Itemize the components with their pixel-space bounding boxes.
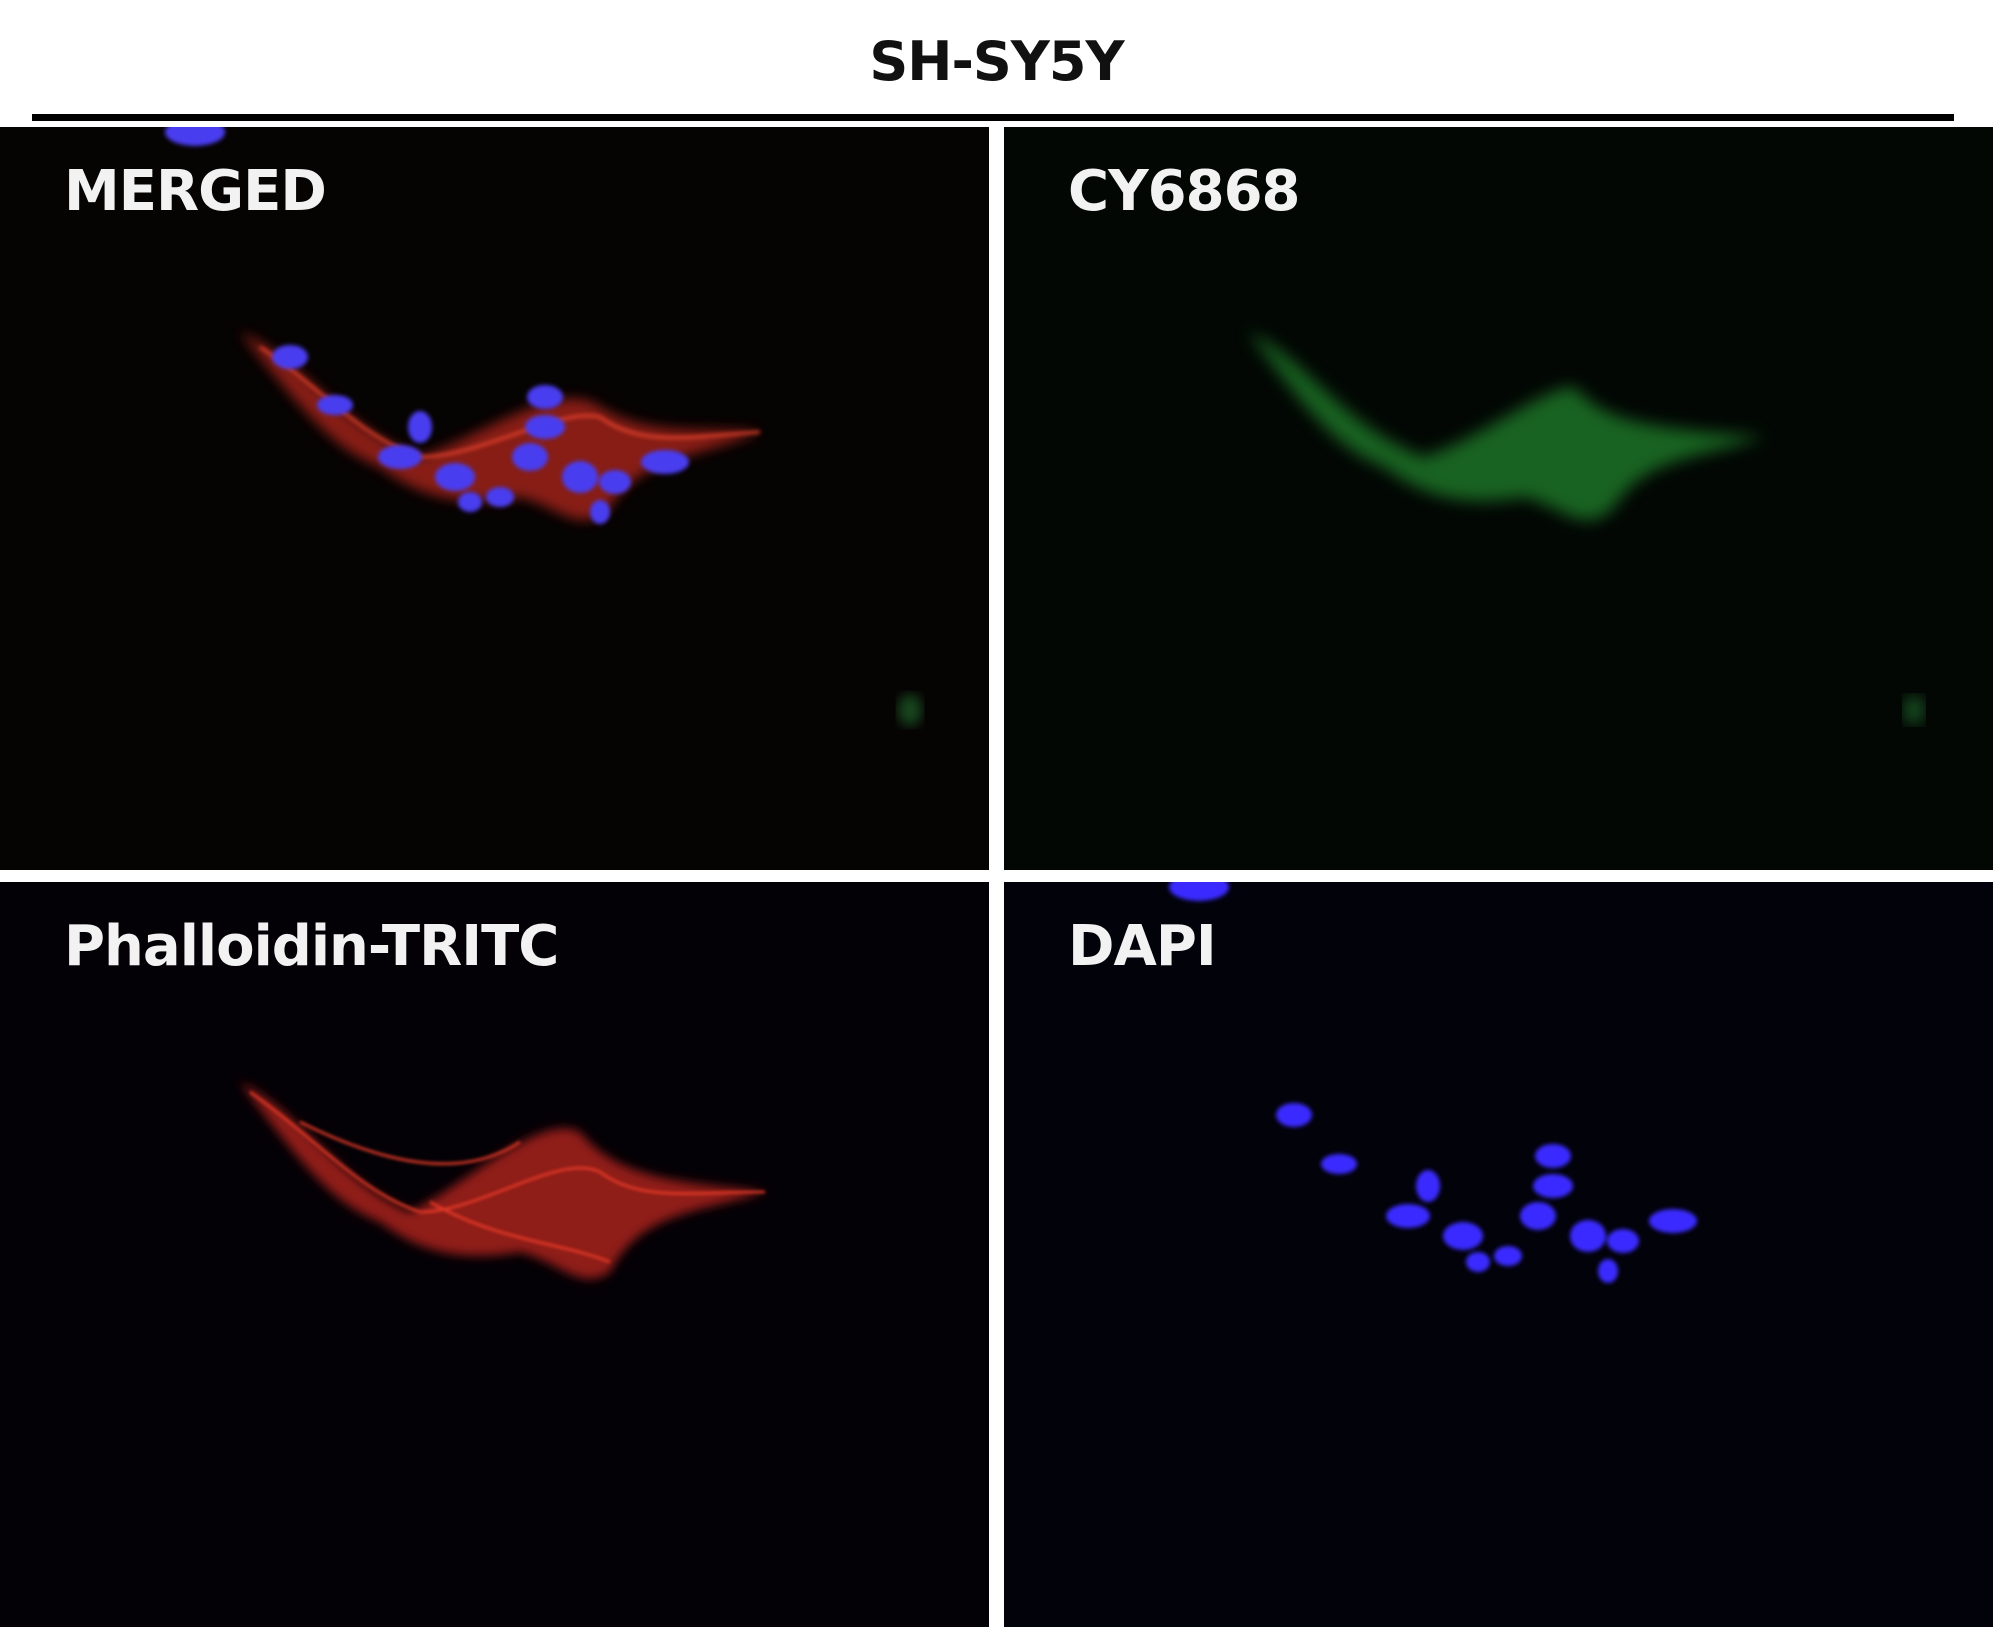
figure-title: SH-SY5Y: [869, 30, 1124, 93]
merged-micrograph: [165, 127, 922, 726]
panel-label: MERGED: [64, 159, 327, 224]
panel-phalloidin: Phalloidin-TRITC: [0, 882, 989, 1627]
panel-label: CY6868: [1068, 159, 1301, 224]
nuclei: [165, 127, 689, 524]
red-actin-signal: [240, 1082, 765, 1279]
green-micrograph: [1249, 332, 1924, 724]
red-micrograph: [240, 1082, 766, 1279]
panel-cy6868: CY6868: [1004, 127, 1993, 870]
actin-fibers: [249, 1090, 766, 1264]
title-underline: [32, 114, 1954, 121]
panel-merged: MERGED: [0, 127, 989, 870]
blue-micrograph: [1169, 882, 1697, 1283]
panel-label: DAPI: [1068, 914, 1217, 979]
green-signal: [1249, 332, 1764, 520]
panel-label: Phalloidin-TRITC: [64, 914, 559, 979]
panel-dapi: DAPI: [1004, 882, 1993, 1627]
red-actin-signal: [240, 332, 760, 520]
nuclei: [1169, 882, 1697, 1283]
